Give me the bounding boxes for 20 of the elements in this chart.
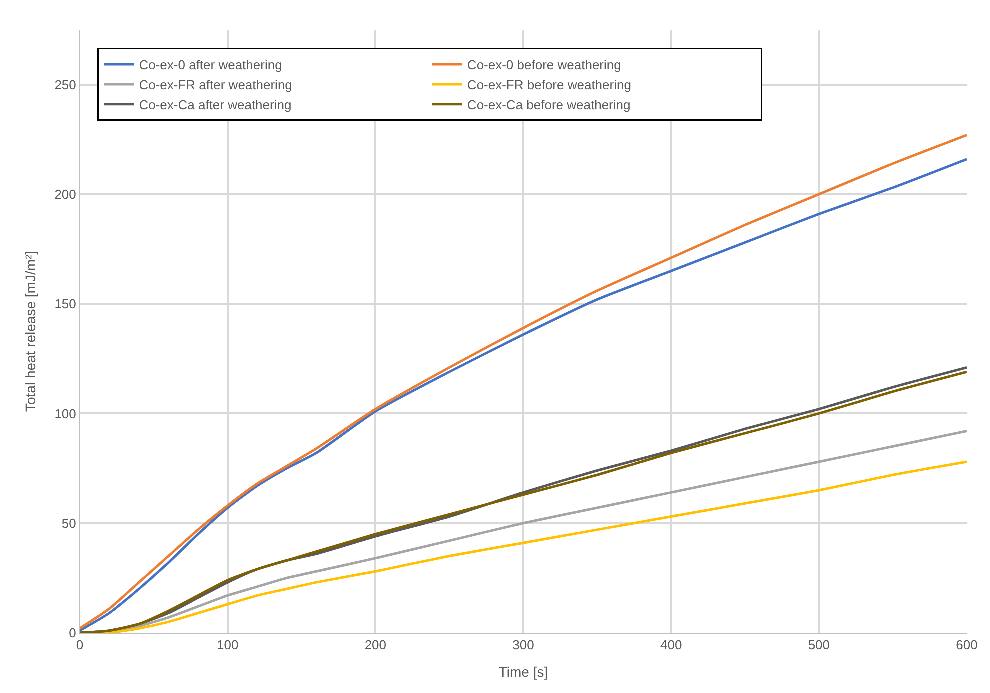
y-tick-label: 100	[54, 406, 76, 422]
x-tick-label: 300	[512, 638, 534, 653]
legend-label: Co-ex-FR after weathering	[139, 78, 292, 93]
legend-label: Co-ex-Ca after weathering	[139, 97, 292, 112]
x-tick-label: 500	[808, 638, 830, 653]
legend-label: Co-ex-0 before weathering	[467, 58, 622, 73]
legend-label: Co-ex-0 after weathering	[139, 58, 282, 73]
x-tick-label: 400	[660, 638, 682, 653]
y-tick-label: 200	[54, 187, 76, 202]
legend-label: Co-ex-FR before weathering	[467, 78, 632, 93]
y-axis-title: Total heat release [mJ/m²]	[22, 250, 38, 412]
x-tick-label: 600	[956, 638, 978, 653]
x-axis-title: Time [s]	[498, 664, 548, 680]
y-tick-label: 250	[54, 77, 76, 92]
y-tick-label: 150	[54, 296, 76, 312]
x-tick-label: 200	[364, 638, 387, 653]
y-tick-label: 50	[62, 516, 76, 531]
y-tick-label: 0	[69, 626, 76, 641]
x-tick-label: 100	[216, 638, 239, 653]
legend-label: Co-ex-Ca before weathering	[467, 97, 631, 112]
